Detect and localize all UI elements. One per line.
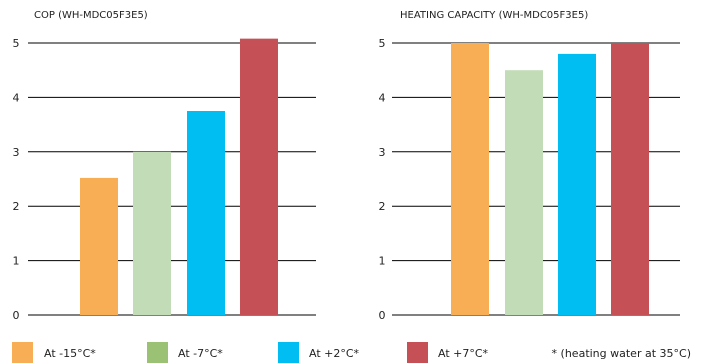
- heating-capacity-y-tick-label: 5: [379, 37, 386, 50]
- cop-chart-title: COP (WH-MDC05F3E5): [34, 10, 148, 21]
- legend: At -15°C* At -7°C* At +2°C* At +7°C* * (heat…: [12, 342, 691, 363]
- heating-capacity-bar-2: [505, 70, 543, 315]
- cop-bar-4: [240, 38, 278, 315]
- cop-bar-1: [80, 177, 118, 315]
- heating-capacity-bar-3: [558, 53, 596, 315]
- cop-bar-2: [133, 151, 171, 315]
- legend-swatch-1: [12, 342, 33, 363]
- cop-chart: COP (WH-MDC05F3E5) 0 1 2 3 4 5: [13, 10, 316, 322]
- cop-y-tick-label: 0: [13, 309, 20, 322]
- heating-capacity-y-tick-label: 1: [379, 255, 386, 268]
- heating-capacity-chart-title: HEATING CAPACITY (WH-MDC05F3E5): [400, 10, 588, 21]
- heating-capacity-bar-4: [611, 43, 649, 315]
- legend-label-4: At +7°C*: [438, 347, 489, 360]
- legend-label-1: At -15°C*: [44, 347, 96, 360]
- legend-swatch-3: [278, 342, 299, 363]
- cop-y-tick-label: 5: [13, 37, 20, 50]
- cop-bar-3: [187, 111, 225, 315]
- legend-label-2: At -7°C*: [178, 347, 223, 360]
- heating-capacity-y-tick-label: 2: [379, 200, 386, 213]
- legend-swatch-2: [147, 342, 168, 363]
- footnote: * (heating water at 35°C): [552, 347, 691, 360]
- heating-capacity-y-tick-label: 4: [379, 91, 386, 104]
- heating-capacity-chart: HEATING CAPACITY (WH-MDC05F3E5) 0 1 2 3 4 5: [379, 10, 680, 322]
- cop-y-tick-label: 4: [13, 91, 20, 104]
- legend-label-3: At +2°C*: [309, 347, 360, 360]
- heating-capacity-y-tick-label: 0: [379, 309, 386, 322]
- heating-capacity-bar-1: [451, 43, 489, 315]
- legend-swatch-4: [407, 342, 428, 363]
- cop-y-tick-label: 1: [13, 255, 20, 268]
- heating-capacity-y-tick-label: 3: [379, 146, 386, 159]
- cop-y-tick-label: 3: [13, 146, 20, 159]
- cop-y-tick-label: 2: [13, 200, 20, 213]
